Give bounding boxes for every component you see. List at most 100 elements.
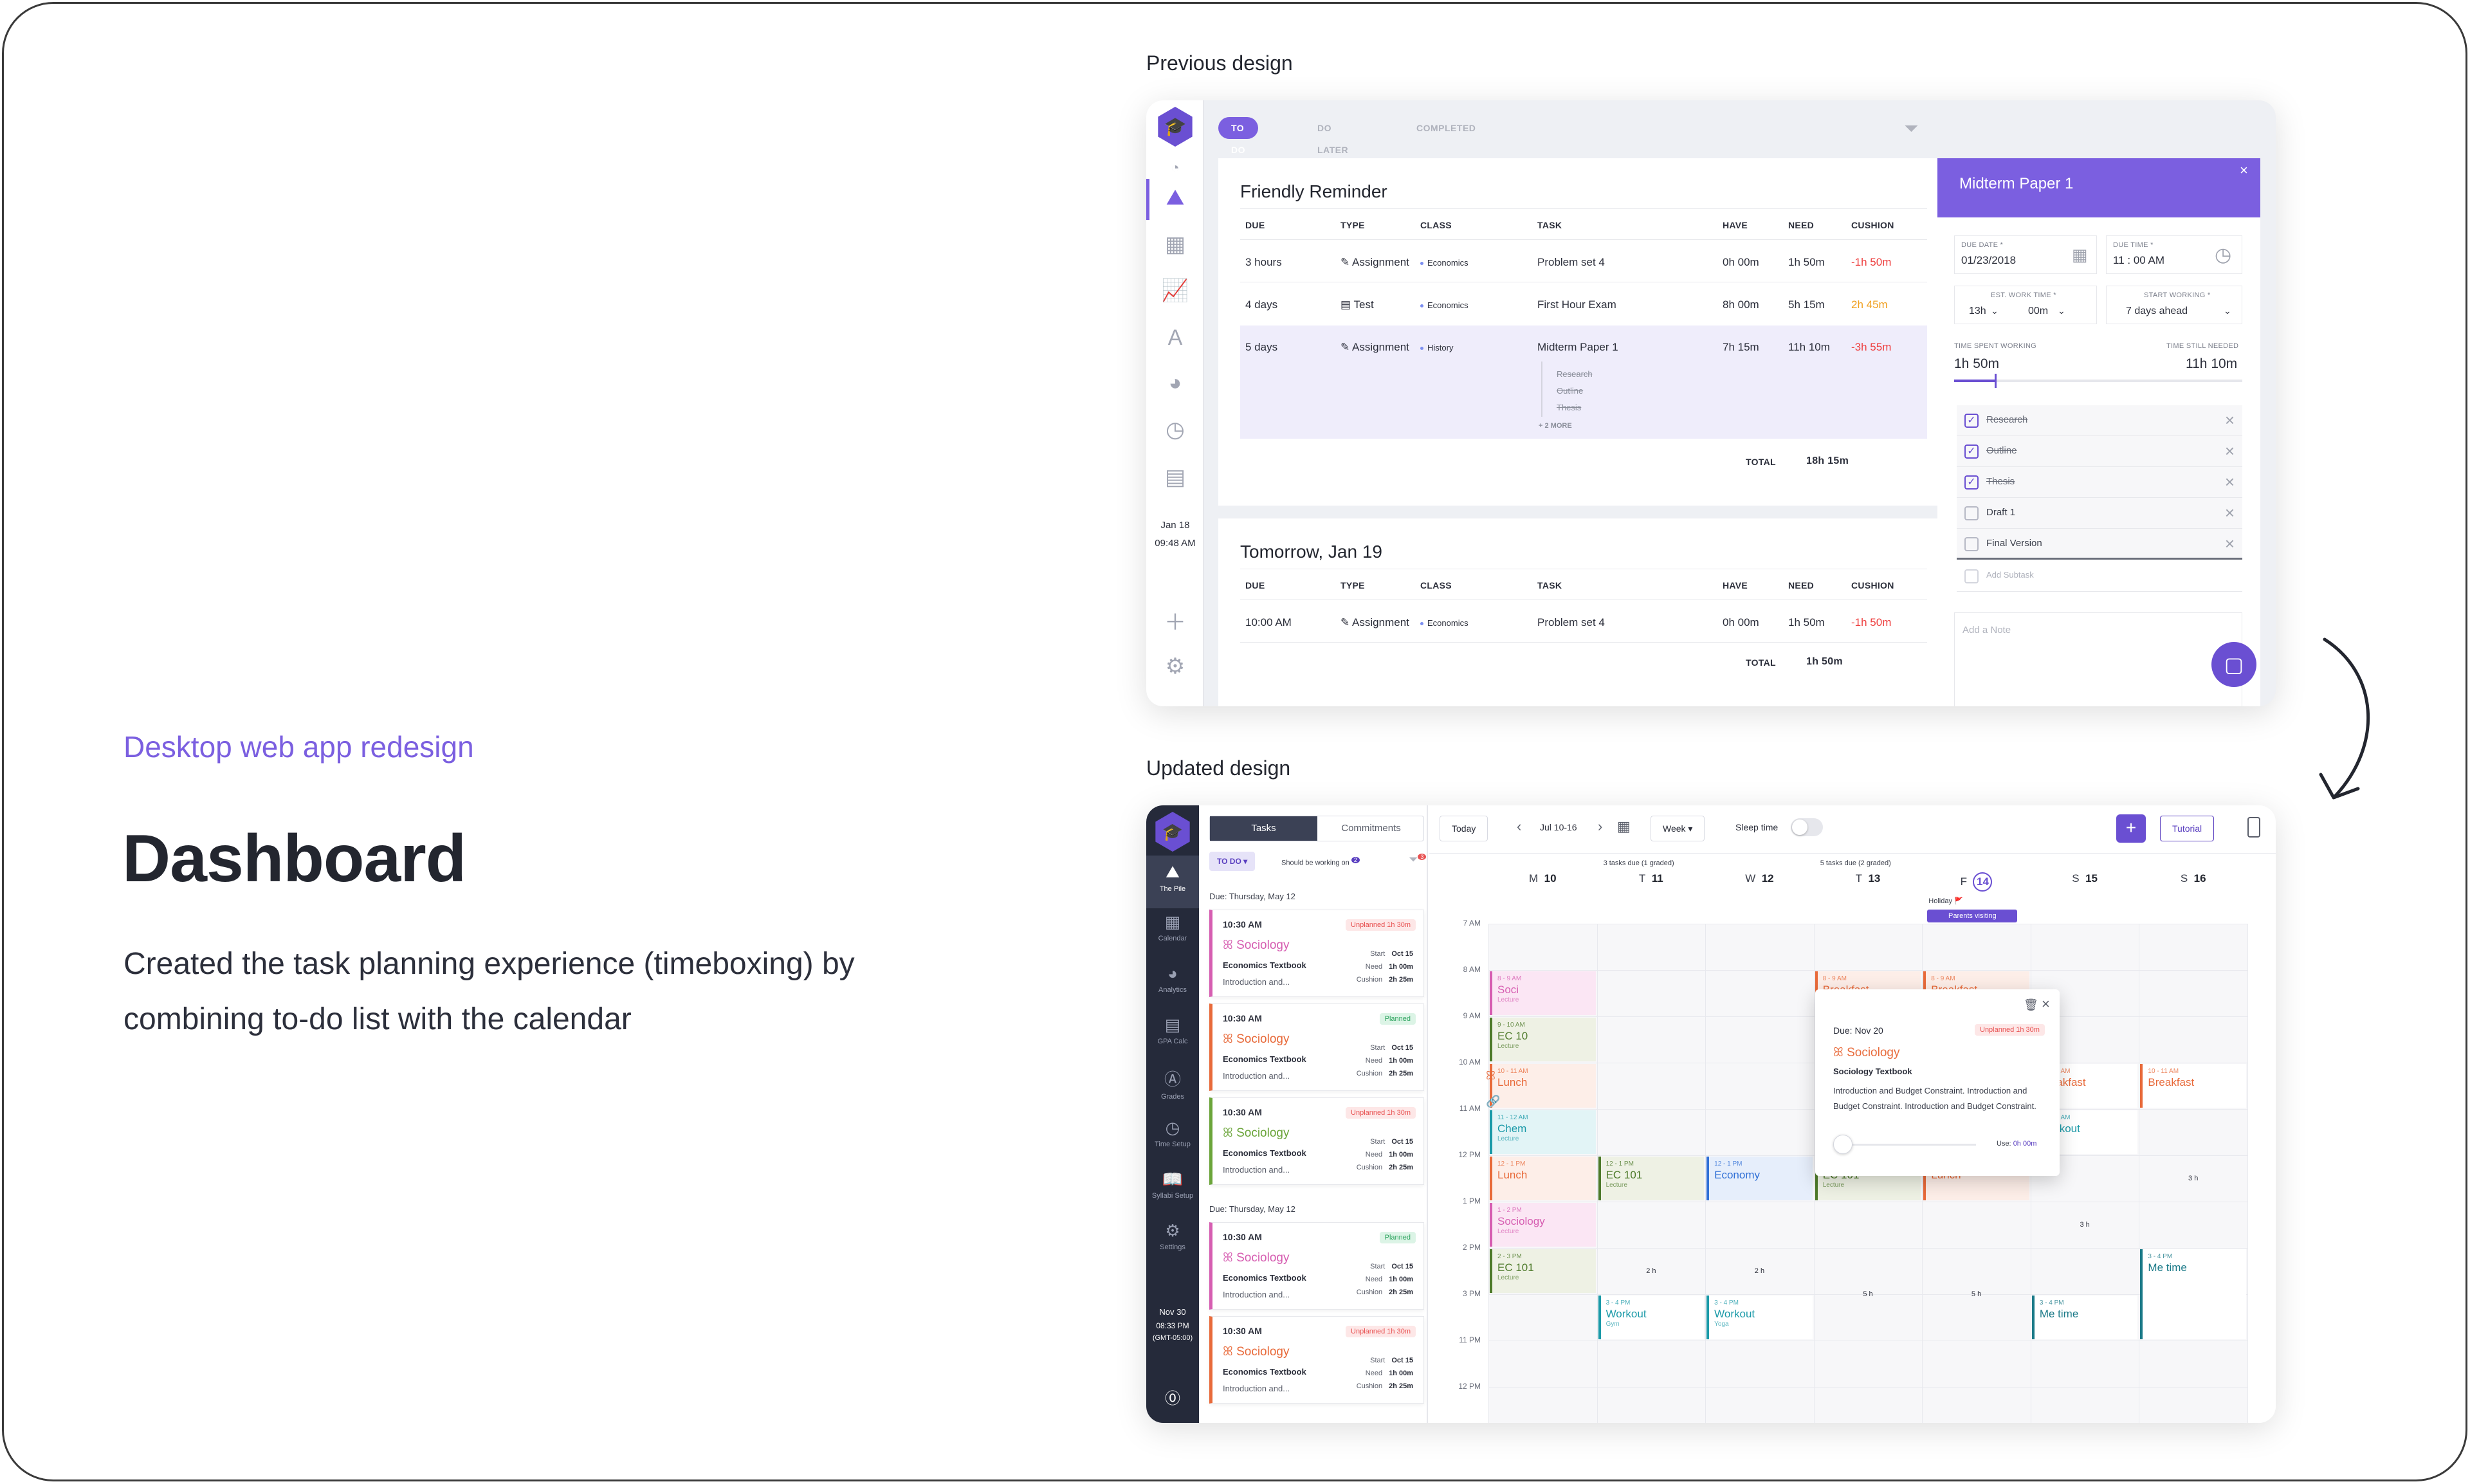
nav-time-setup[interactable]: ◷ Time Setup xyxy=(1146,1118,1199,1148)
close-icon[interactable]: × xyxy=(2042,996,2050,1012)
tab-do-later[interactable]: DO LATER xyxy=(1317,123,1349,155)
subtask-row[interactable]: Draft 1 × xyxy=(1957,498,2242,529)
app-logo-icon[interactable]: 🎓 xyxy=(1158,107,1193,147)
calendar-event[interactable]: 10 - 11 AM Lunch xyxy=(1490,1064,1596,1108)
calendar-event[interactable]: 9 - 10 AM EC 10 Lecture xyxy=(1490,1018,1596,1061)
nav-gpa-calc[interactable]: ▤ GPA Calc xyxy=(1146,1015,1199,1045)
calendar-event[interactable]: 1 - 2 PM Sociology Lecture xyxy=(1490,1203,1596,1247)
tab-tasks[interactable]: Tasks xyxy=(1210,816,1317,841)
calendar-event[interactable]: 12 - 1 PM Economy xyxy=(1706,1157,1813,1200)
filter-icon[interactable]: ⏷ 3 xyxy=(1409,853,1427,866)
add-subtask-field[interactable]: Add Subtask xyxy=(1957,561,2242,592)
palette-icon[interactable]: ◕ xyxy=(1168,371,1182,395)
task-class: ꕤ Sociology xyxy=(1223,1345,1290,1359)
calendar-event[interactable]: 3 - 4 PM Workout Yoga xyxy=(1706,1296,1813,1339)
subtask-row[interactable]: Final Version × xyxy=(1957,529,2242,560)
day-header[interactable]: M 10 xyxy=(1529,872,1557,884)
total-value: 18h 15m xyxy=(1806,455,1849,466)
add-button[interactable]: + xyxy=(2116,814,2146,843)
task-card[interactable]: 10:30 AM Planned ꕤ Sociology Economics Text… xyxy=(1209,1003,1424,1091)
app-logo-icon[interactable]: 🎓 xyxy=(1155,812,1190,852)
est-work-time-field[interactable]: EST. WORK TIME * 13h ⌄ 00m ⌄ xyxy=(1954,286,2097,324)
grades-icon[interactable]: A xyxy=(1167,325,1183,350)
calendar-event[interactable]: 3 - 4 PM Me time xyxy=(2140,1249,2246,1339)
calendar-event[interactable]: 3 - 4 PM Me time xyxy=(2031,1296,2138,1339)
nav-calendar[interactable]: ▦ Calendar xyxy=(1146,912,1199,942)
sleep-time-toggle[interactable] xyxy=(1791,818,1823,836)
task-class: ꕤ Sociology xyxy=(1223,1126,1290,1140)
nav-syllabi-setup[interactable]: 📖 Syllabi Setup xyxy=(1146,1169,1199,1200)
chat-icon[interactable]: ▢ xyxy=(2211,642,2256,687)
day-header[interactable]: T 11 xyxy=(1638,872,1663,884)
allday-event[interactable]: Parents visiting xyxy=(1927,910,2018,922)
mobile-icon[interactable] xyxy=(2247,817,2260,838)
free-time-duration: 5 h xyxy=(1971,1290,1982,1298)
day-header[interactable]: S 15 xyxy=(2072,872,2098,884)
time-progress-handle[interactable] xyxy=(1994,374,1997,388)
tutorial-button[interactable]: Tutorial xyxy=(2160,816,2215,841)
day-header[interactable]: F 14 xyxy=(1922,872,2031,892)
total-label: TOTAL xyxy=(1746,457,1776,467)
calendar-icon[interactable]: ▦ xyxy=(1164,232,1186,257)
close-icon[interactable]: × xyxy=(2240,162,2248,178)
tab-completed[interactable]: COMPLETED xyxy=(1416,123,1476,133)
timer-icon[interactable]: ◔ xyxy=(1171,160,1180,176)
subtask-row[interactable]: ✓ Research × xyxy=(1957,405,2242,436)
nav-grades[interactable]: Ⓐ Grades xyxy=(1146,1067,1199,1101)
link-icon[interactable]: 🔗 xyxy=(1486,1095,1501,1108)
day-header[interactable]: T 13 xyxy=(1855,872,1881,884)
view-dropdown[interactable]: Week ▾ xyxy=(1651,816,1705,841)
col-task: TASK xyxy=(1537,220,1562,230)
subtask-row[interactable]: ✓ Thesis × xyxy=(1957,467,2242,498)
book-icon[interactable]: ▤ xyxy=(1164,465,1186,490)
filter-icon[interactable]: ⏷ xyxy=(1904,118,1919,138)
start-working-field[interactable]: START WORKING * 7 days ahead ⌄ xyxy=(2106,286,2242,324)
task-card[interactable]: 10:30 AM Planned ꕤ Sociology Economics Text… xyxy=(1209,1222,1424,1310)
chevron-right-icon[interactable]: › xyxy=(1598,818,1603,834)
filter-dropdown[interactable]: TO DO ▾ xyxy=(1209,852,1256,871)
table-row-selected[interactable] xyxy=(1240,325,1927,439)
add-icon[interactable]: ＋ xyxy=(1164,610,1186,635)
calendar-event[interactable]: 3 - 4 PM Workout Gym xyxy=(1598,1296,1705,1339)
calendar-icon[interactable]: ▦ xyxy=(1617,818,1631,834)
today-button[interactable]: Today xyxy=(1440,816,1488,841)
popover-book: Sociology Textbook xyxy=(1833,1067,1912,1076)
analytics-icon[interactable]: 📈 xyxy=(1161,279,1189,303)
task-book: Economics Textbook xyxy=(1223,960,1306,970)
calendar-event[interactable]: 8 - 9 AM Soci Lecture xyxy=(1490,971,1596,1015)
calendar-event[interactable]: 11 - 12 AM Chem Lecture xyxy=(1490,1110,1596,1154)
note-field[interactable]: Add a Note xyxy=(1954,612,2242,706)
nav-analytics[interactable]: ◕ Analytics xyxy=(1146,964,1199,994)
day-header[interactable]: S 16 xyxy=(2180,872,2206,884)
should-working-label[interactable]: Should be working on 2 xyxy=(1281,857,1360,867)
task-class: ꕤ Sociology xyxy=(1223,1032,1290,1046)
sidebar-date: Nov 30 xyxy=(1159,1307,1186,1317)
trash-icon[interactable]: 🗑 xyxy=(2024,998,2038,1011)
more-link[interactable]: + 2 MORE xyxy=(1539,422,1572,430)
task-card[interactable]: 10:30 AM Unplanned 1h 30m ꕤ Sociology Econo… xyxy=(1209,1097,1424,1185)
due-time-field[interactable]: DUE TIME * 11 : 00 AM ◷ xyxy=(2106,235,2242,274)
nav-the-pile[interactable]: ⛰ The Pile xyxy=(1146,856,1199,908)
use-slider-handle[interactable] xyxy=(1833,1135,1852,1154)
tab-todo[interactable]: TO DO xyxy=(1218,117,1258,155)
calculator-icon: ▤ xyxy=(1164,1015,1181,1034)
due-group-header: Due: Thursday, May 12 xyxy=(1209,1204,1295,1214)
subtask-row[interactable]: ✓ Outline × xyxy=(1957,436,2242,467)
gear-icon[interactable]: ⚙ xyxy=(1165,654,1185,679)
due-date-field[interactable]: DUE DATE * 01/23/2018 ▦ xyxy=(1954,235,2097,274)
pile-icon[interactable]: ⛰ xyxy=(1166,185,1185,210)
nav-settings[interactable]: ⚙ Settings xyxy=(1146,1221,1199,1251)
use-slider-track[interactable] xyxy=(1841,1144,1976,1146)
clock-icon[interactable]: ◷ xyxy=(1166,417,1185,442)
day-header[interactable]: W 12 xyxy=(1745,872,1774,884)
task-card[interactable]: 10:30 AM Unplanned 1h 30m ꕤ Sociology Econo… xyxy=(1209,1316,1424,1404)
tab-commitments[interactable]: Commitments xyxy=(1341,823,1401,834)
col-due: DUE xyxy=(1245,220,1265,230)
chevron-left-icon[interactable]: ‹ xyxy=(1517,818,1522,834)
task-card[interactable]: 10:30 AM Unplanned 1h 30m ꕤ Sociology Econo… xyxy=(1209,910,1424,997)
calendar-event[interactable]: 2 - 3 PM EC 101 Lecture xyxy=(1490,1249,1596,1293)
help-icon[interactable]: ⓪ xyxy=(1165,1390,1180,1407)
